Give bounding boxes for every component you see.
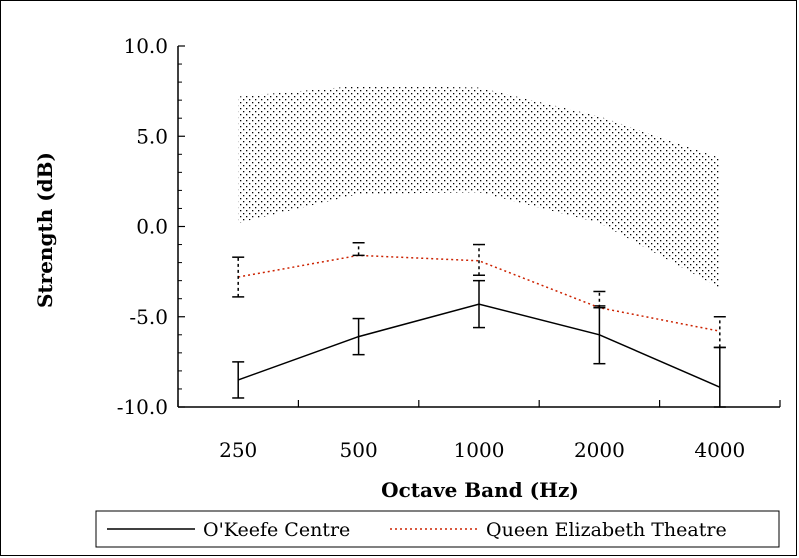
x-tick-label: 500	[340, 438, 378, 462]
legend-label-okeefe: O'Keefe Centre	[203, 519, 350, 541]
legend-box	[95, 510, 780, 548]
legend-label-queen-elizabeth: Queen Elizabeth Theatre	[486, 519, 727, 541]
plot-axes: 10.0 5.0 0.0 -5.0 -10.0 250 500 1000 2000 4000	[117, 34, 781, 462]
x-tick-label: 4000	[694, 438, 745, 462]
y-tick-label: 5.0	[136, 124, 168, 148]
x-tick-label: 1000	[454, 438, 505, 462]
series-layer	[232, 241, 726, 408]
x-tick-label: 250	[219, 438, 257, 462]
y-tick-label: -5.0	[129, 305, 168, 329]
x-tick-label: 2000	[574, 438, 625, 462]
y-tick-label: 10.0	[123, 34, 168, 58]
series-line-queen-elizabeth	[238, 254, 720, 332]
y-tick-label: 0.0	[136, 215, 168, 239]
y-axis-title: Strength (dB)	[33, 152, 57, 308]
range-band-area	[238, 85, 720, 288]
x-axis-title: Octave Band (Hz)	[381, 478, 579, 502]
range-band	[238, 85, 720, 288]
y-tick-label: -10.0	[117, 395, 168, 419]
legend: O'Keefe Centre Queen Elizabeth Theatre	[95, 510, 780, 548]
